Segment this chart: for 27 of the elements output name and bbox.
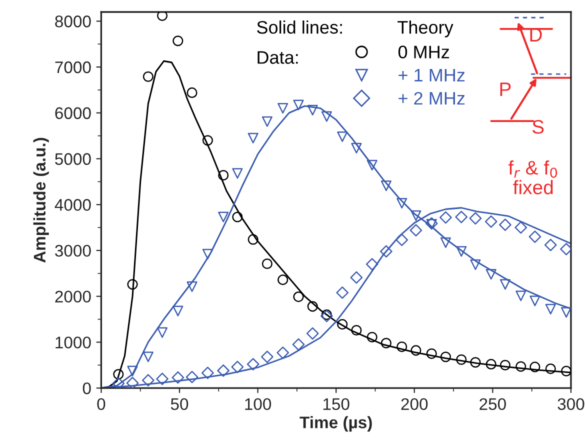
- y-tick-label: 6000: [55, 107, 91, 120]
- y-tick-label: 3000: [55, 244, 91, 257]
- y-tick-label: 1000: [56, 336, 91, 348]
- annotation: P: [500, 82, 511, 96]
- y-tick-label: 4000: [54, 199, 91, 211]
- legend-label: 0 MHz: [398, 46, 449, 58]
- x-tick-label: 300: [558, 398, 584, 410]
- legend-label: + 1 MHz: [398, 68, 465, 82]
- annotation: Data:: [258, 51, 298, 64]
- y-axis-title: Amplitude (a.u.): [33, 138, 49, 263]
- y-tick-label: 8000: [55, 16, 91, 28]
- x-tick-label: 250: [480, 398, 506, 410]
- y-tick-label: 0: [82, 382, 91, 394]
- annotation: S: [532, 120, 544, 134]
- x-axis-title: Time (µs): [300, 416, 372, 432]
- x-tick-label: 150: [323, 398, 350, 410]
- x-tick-label: 0: [97, 398, 106, 410]
- y-tick-label: 2000: [55, 290, 91, 303]
- legend-label: + 2 MHz: [398, 92, 465, 105]
- x-tick-label: 50: [170, 398, 188, 410]
- y-tick-label: 7000: [55, 61, 91, 74]
- y-tick-label: 5000: [55, 153, 91, 165]
- annotation: Solid lines:: [257, 20, 342, 34]
- annotation: f$_{r}$ & f$_{0}$ fixed: [508, 160, 558, 194]
- annotation: Theory: [398, 20, 454, 38]
- x-tick-label: 200: [401, 398, 428, 410]
- x-tick-label: 100: [245, 398, 272, 410]
